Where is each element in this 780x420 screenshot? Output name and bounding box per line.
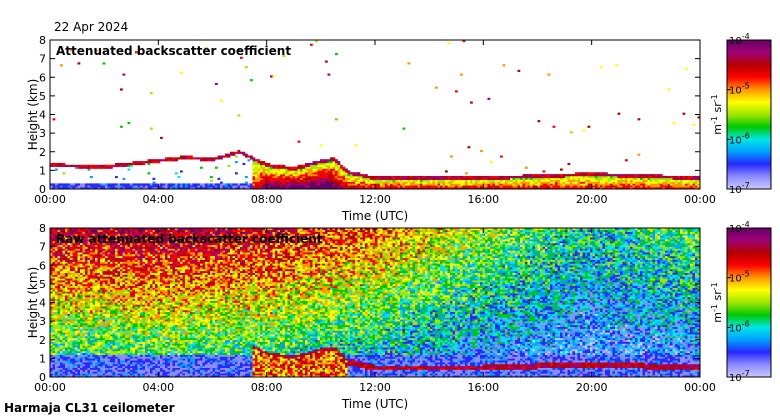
x-tick-label: 00:00 [684, 193, 716, 206]
panel-title: Attenuated backscatter coefficient [56, 44, 291, 58]
colorbar-tick-label: 10-5 [729, 82, 750, 97]
y-tick-label: 6 [39, 259, 46, 272]
heatmap-field [50, 228, 701, 378]
x-tick-label: 12:00 [359, 193, 391, 206]
y-tick-label: 8 [39, 222, 46, 235]
plot-frame [49, 39, 701, 190]
colorbar-tick-label: 10-4 [729, 220, 750, 235]
y-tick-label: 8 [39, 34, 46, 47]
raw-backscatter-chart: Raw attenuated backscatter coefficient 0 1… [26, 220, 772, 411]
x-tick-label: 12:00 [359, 381, 391, 394]
x-tick-label: 04:00 [142, 381, 174, 394]
y-tick-label: 3 [39, 127, 46, 140]
x-axis-label: Time (UTC) [341, 209, 408, 223]
x-tick-label: 08:00 [251, 193, 283, 206]
y-tick-label: 2 [39, 146, 46, 159]
y-tick-label: 3 [39, 315, 46, 328]
y-axis-label: Height (km) [26, 79, 40, 150]
x-tick-label: 04:00 [142, 193, 174, 206]
colorbar-tick-label: 10-7 [729, 181, 750, 196]
x-tick-label: 00:00 [684, 381, 716, 394]
y-tick-label: 4 [39, 297, 46, 310]
y-tick-label: 7 [39, 53, 46, 66]
colorbar [726, 39, 772, 190]
y-tick-label: 4 [39, 109, 46, 122]
colorbar-unit: m-1 sr-1 [710, 282, 724, 322]
colorbar-tick-label: 10-7 [729, 369, 750, 384]
colorbar-tick-label: 10-4 [729, 32, 750, 47]
y-axis-label: Height (km) [26, 267, 40, 338]
date-label: 22 Apr 2024 [54, 20, 128, 34]
x-tick-label: 20:00 [576, 193, 608, 206]
y-tick-label: 5 [39, 278, 46, 291]
panel-title: Raw attenuated backscatter coefficient [56, 232, 323, 246]
y-tick-label: 7 [39, 241, 46, 254]
colorbar-tick-label: 10-5 [729, 270, 750, 285]
x-tick-label: 20:00 [576, 381, 608, 394]
colorbar-unit: m-1 sr-1 [710, 94, 724, 134]
x-tick-label: 08:00 [251, 381, 283, 394]
x-axis-label: Time (UTC) [341, 397, 408, 411]
y-tick-label: 0 [39, 183, 46, 196]
colorbar-tick-label: 10-6 [729, 131, 750, 146]
x-tick-label: 16:00 [467, 381, 499, 394]
instrument-label: Harmaja CL31 ceilometer [4, 401, 175, 415]
y-tick-label: 1 [39, 164, 46, 177]
x-tick-label: 16:00 [467, 193, 499, 206]
colorbar [726, 227, 772, 378]
y-tick-label: 5 [39, 90, 46, 103]
y-tick-label: 0 [39, 371, 46, 384]
y-tick-label: 1 [39, 352, 46, 365]
y-tick-label: 6 [39, 71, 46, 84]
x-tick-label: 00:00 [34, 193, 66, 206]
heatmap-field [50, 40, 701, 190]
colorbar-tick-label: 10-6 [729, 319, 750, 334]
y-tick-label: 2 [39, 334, 46, 347]
x-tick-label: 00:00 [34, 381, 66, 394]
backscatter-chart: Attenuated backscatter coefficient 0 1 2 3 4 5… [26, 32, 772, 223]
